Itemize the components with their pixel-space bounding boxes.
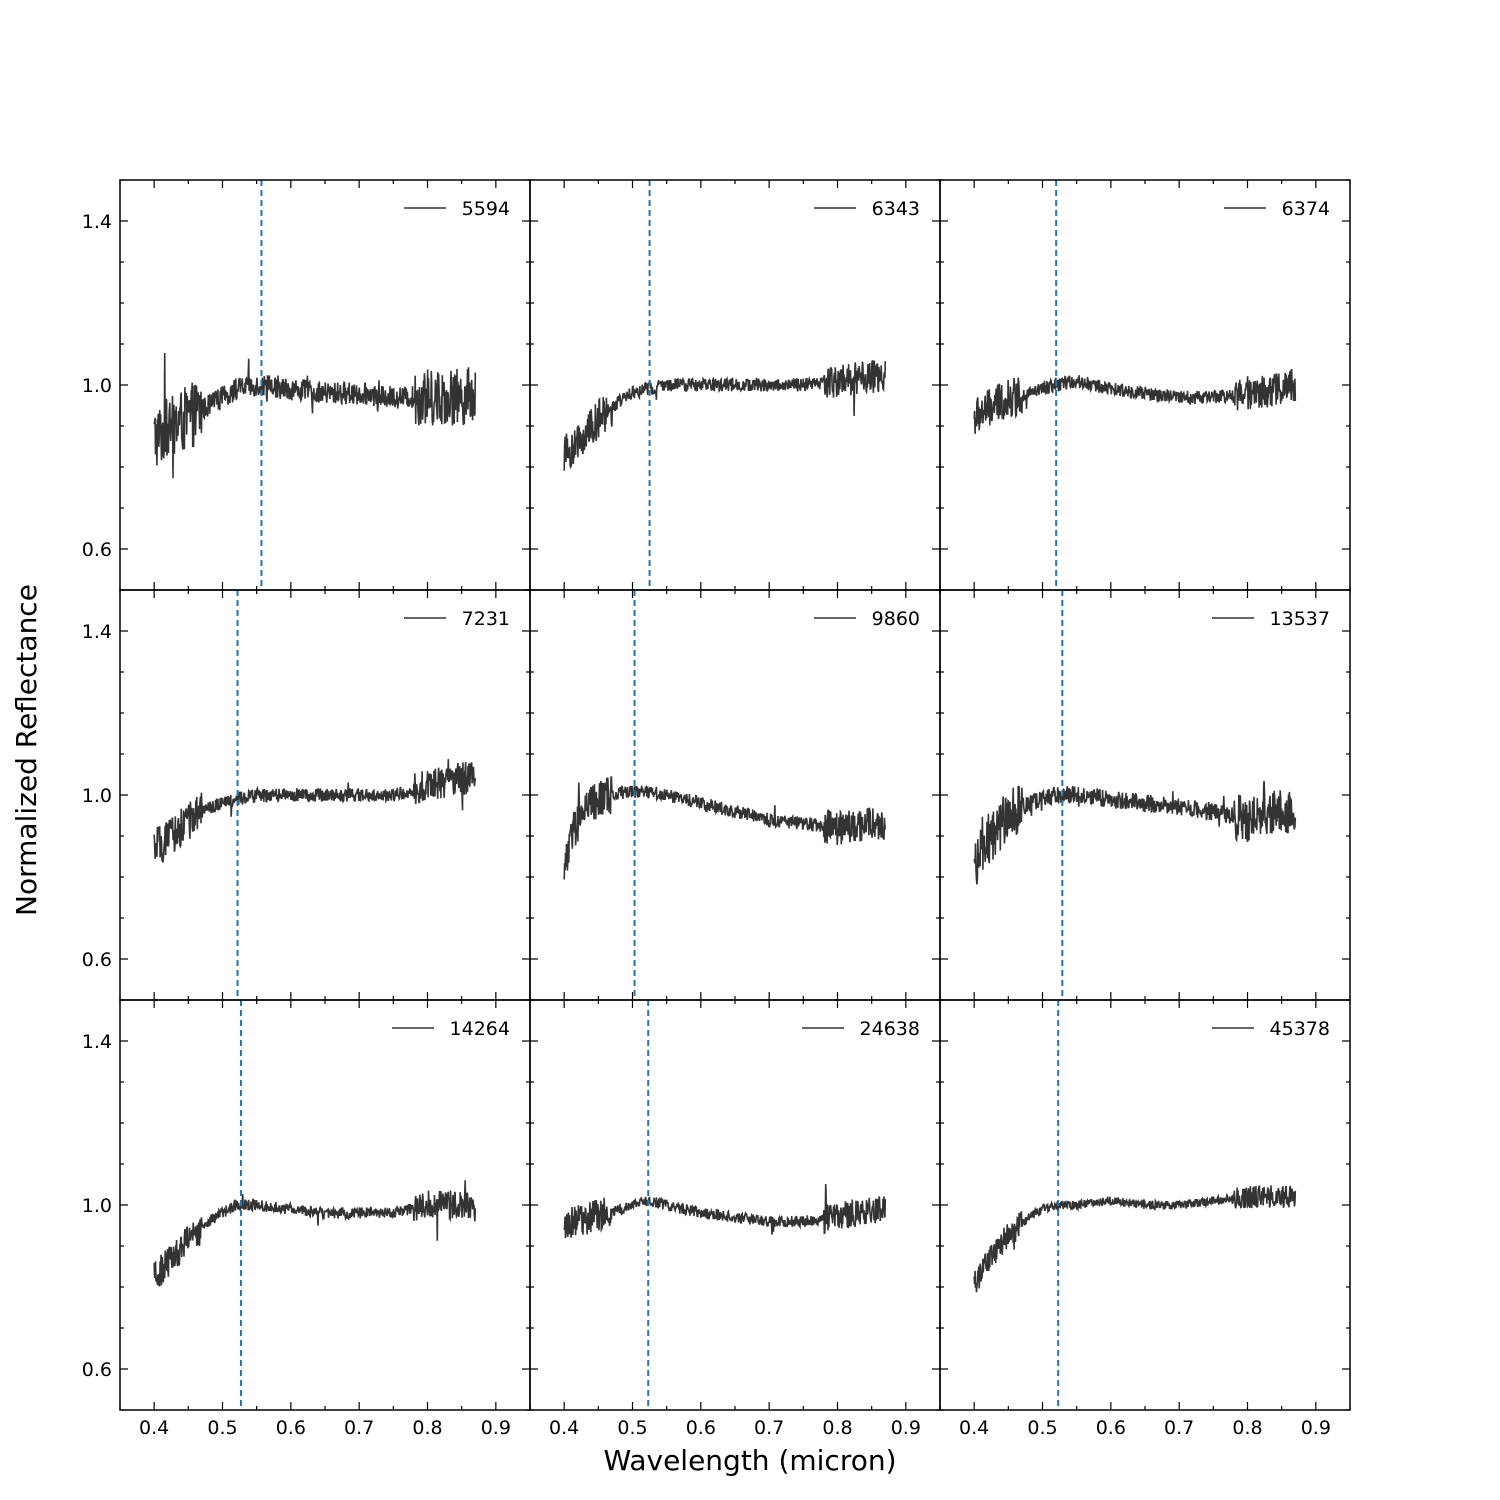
panel-13537: 13537 (939, 589, 1351, 1001)
y-tick-label: 0.6 (82, 1359, 112, 1381)
y-tick-label: 1.0 (82, 785, 112, 807)
x-tick-label: 0.4 (139, 1417, 169, 1439)
legend-label-5594: 5594 (462, 198, 510, 220)
x-tick-label: 0.4 (959, 1417, 989, 1439)
y-tick-label: 1.0 (82, 375, 112, 397)
spectrum-line-6343 (563, 360, 887, 471)
x-tick-label: 0.7 (344, 1417, 374, 1439)
x-tick-label: 0.5 (617, 1417, 647, 1439)
spectrum-line-7231 (153, 759, 477, 863)
legend-label-13537: 13537 (1270, 608, 1330, 630)
y-tick-label: 1.4 (82, 211, 112, 233)
panel-9860: 9860 (529, 589, 941, 1001)
legend-label-45378: 45378 (1270, 1018, 1330, 1040)
panel-5594: 0.6 1.0 1.4 5594 (82, 179, 531, 591)
panel-7231: 0.6 1.0 1.4 7231 (82, 589, 531, 1001)
x-tick-label: 0.7 (1164, 1417, 1194, 1439)
x-tick-label: 0.6 (686, 1417, 716, 1439)
legend-label-9860: 9860 (872, 608, 920, 630)
legend-label-7231: 7231 (462, 608, 510, 630)
y-axis-title: Normalized Reflectance (10, 584, 43, 916)
x-tick-label: 0.8 (1232, 1417, 1262, 1439)
panel-45378: 0.4 0.5 0.6 0.7 0.8 0.9 45378 (939, 999, 1351, 1439)
y-tick-label: 1.4 (82, 621, 112, 643)
panel-24638: 0.4 0.5 0.6 0.7 0.8 0.9 24638 (529, 999, 941, 1439)
x-tick-label: 0.5 (207, 1417, 237, 1439)
spectrum-line-5594 (153, 352, 477, 479)
x-tick-label: 0.9 (481, 1417, 511, 1439)
x-tick-label: 0.4 (549, 1417, 579, 1439)
legend-label-6343: 6343 (872, 198, 920, 220)
x-tick-label: 0.6 (276, 1417, 306, 1439)
x-tick-label: 0.9 (1301, 1417, 1331, 1439)
spectrum-line-14264 (153, 1180, 477, 1287)
spectrum-line-24638 (563, 1183, 887, 1239)
panel-6374: 6374 (939, 179, 1351, 591)
spectrum-line-45378 (973, 1185, 1297, 1293)
y-tick-label: 0.6 (82, 539, 112, 561)
legend-label-6374: 6374 (1282, 198, 1330, 220)
x-tick-label: 0.7 (754, 1417, 784, 1439)
x-axis-title: Wavelength (micron) (603, 1444, 896, 1477)
x-tick-label: 0.8 (412, 1417, 442, 1439)
x-tick-label: 0.9 (891, 1417, 921, 1439)
legend-label-14264: 14264 (450, 1018, 510, 1040)
x-tick-label: 0.6 (1096, 1417, 1126, 1439)
y-tick-label: 1.0 (82, 1195, 112, 1217)
y-tick-label: 1.4 (82, 1031, 112, 1053)
panel-14264: 0.6 1.0 1.4 0.4 0.5 0.6 0.7 0.8 0.9 14264 (82, 999, 531, 1439)
spectrum-line-6374 (973, 368, 1297, 434)
x-tick-label: 0.8 (822, 1417, 852, 1439)
spectrum-line-13537 (973, 780, 1297, 885)
panels-layer: 0.6 1.0 1.4 5594 6343 6374 0.6 1.0 1.4 7231 9860 13… (82, 179, 1351, 1439)
legend-label-24638: 24638 (860, 1018, 920, 1040)
x-tick-label: 0.5 (1027, 1417, 1057, 1439)
spectrum-line-9860 (563, 776, 887, 880)
panel-6343: 6343 (529, 179, 941, 591)
y-tick-label: 0.6 (82, 949, 112, 971)
